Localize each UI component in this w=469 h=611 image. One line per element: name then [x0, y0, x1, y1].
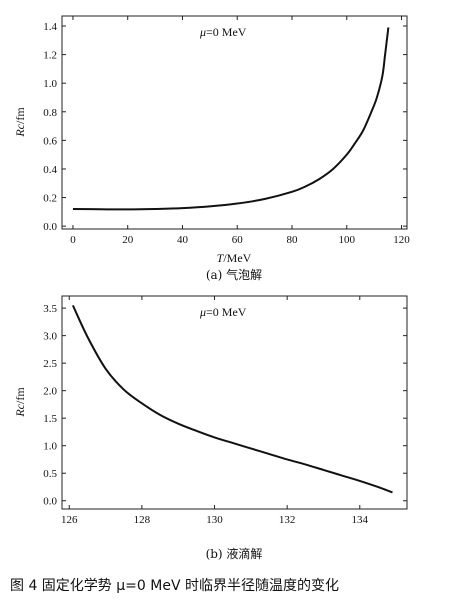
panel-b-x-tick-label: 126: [61, 514, 78, 526]
panel-a-y-tick-label: 0.2: [43, 193, 57, 205]
panel-b-x-ticks: 126 128 130 132 134: [61, 296, 369, 526]
panel-a-y-tick-label: 1.2: [43, 50, 57, 62]
panel-a-x-tick-label: 60: [232, 234, 244, 246]
panel-a-y-tick-label: 0.4: [43, 164, 57, 176]
panel-a-annotation-rest: =0 MeV: [206, 25, 247, 39]
panel-a-annotation-mu: μ: [199, 25, 206, 39]
panel-a-x-tick-label: 20: [122, 234, 134, 246]
panel-b-series-line: [71, 304, 393, 494]
panel-b-x-tick-label: 132: [279, 514, 296, 526]
panel-b-caption: (b) 液滴解: [206, 546, 263, 561]
panel-b-annotation-mu: μ: [199, 305, 206, 319]
panel-b-ylabel-unit: /fm: [13, 387, 27, 404]
panel-b-y-tick-label: 3.0: [43, 331, 57, 343]
panel-a-bubble-solution: 0 20 40 60 80 100 120 0.0 0.2 0.4 0.6 0.8 1.0 1.2 1.4…: [13, 15, 410, 282]
panel-a-xlabel-unit: /MeV: [223, 251, 251, 265]
panel-a-x-tick-label: 40: [177, 234, 189, 246]
panel-b-y-tick-label: 2.5: [43, 358, 57, 370]
panel-a-x-tick-label: 0: [70, 234, 76, 246]
panel-b-annotation: μ=0 MeV: [199, 305, 247, 319]
panel-b-y-axis-label: Rc/fm: [13, 387, 27, 418]
panel-b-annotation-rest: =0 MeV: [206, 305, 247, 319]
panel-a-plot-frame: [61, 15, 408, 230]
panel-b-y-tick-label: 3.5: [43, 303, 57, 315]
panel-b-droplet-solution: 126 128 130 132 134 0.0 0.5 1.0 1.5 2.0 2.5 3.0 3.5…: [13, 295, 408, 561]
panel-a-y-ticks: 0.0 0.2 0.4 0.6 0.8 1.0 1.2 1.4: [43, 21, 407, 233]
panel-b-y-ticks: 0.0 0.5 1.0 1.5 2.0 2.5 3.0 3.5: [43, 303, 407, 508]
panel-b-ylabel-var: Rc: [13, 403, 27, 417]
panel-b-x-tick-label: 134: [352, 514, 369, 526]
panel-a-xlabel-var: T: [217, 251, 225, 265]
panel-a-x-ticks: 0 20 40 60 80 100 120: [70, 16, 410, 246]
panel-a-y-axis-label: Rc/fm: [13, 107, 27, 138]
panel-b-y-tick-label: 0.5: [43, 468, 57, 480]
panel-a-x-axis-label: T/MeV: [217, 251, 252, 265]
panel-a-y-tick-label: 1.4: [43, 21, 57, 33]
panel-b-y-tick-label: 0.0: [43, 496, 57, 508]
panel-a-y-tick-label: 1.0: [43, 78, 57, 90]
panel-a-y-tick-label: 0.0: [43, 221, 57, 233]
panel-b-y-tick-label: 1.5: [43, 413, 57, 425]
panel-a-caption: (a) 气泡解: [206, 267, 262, 282]
panel-b-y-tick-label: 1.0: [43, 441, 57, 453]
panel-b-y-tick-label: 2.0: [43, 386, 57, 398]
panel-a-x-tick-label: 100: [339, 234, 356, 246]
panel-a-y-tick-label: 0.6: [43, 135, 57, 147]
panel-a-ylabel-unit: /fm: [13, 107, 27, 124]
panel-a-ylabel-var: Rc: [13, 123, 27, 137]
panel-a-annotation: μ=0 MeV: [199, 25, 247, 39]
panel-a-x-tick-label: 80: [287, 234, 299, 246]
panel-b-x-tick-label: 128: [134, 514, 151, 526]
panel-b-plot-frame: [61, 295, 408, 510]
panel-a-y-tick-label: 0.8: [43, 107, 57, 119]
panel-b-x-tick-label: 130: [206, 514, 223, 526]
panel-a-series-line: [72, 27, 390, 211]
panel-a-x-tick-label: 120: [393, 234, 410, 246]
figure-caption: 图 4 固定化学势 μ=0 MeV 时临界半径随温度的变化: [10, 578, 339, 594]
